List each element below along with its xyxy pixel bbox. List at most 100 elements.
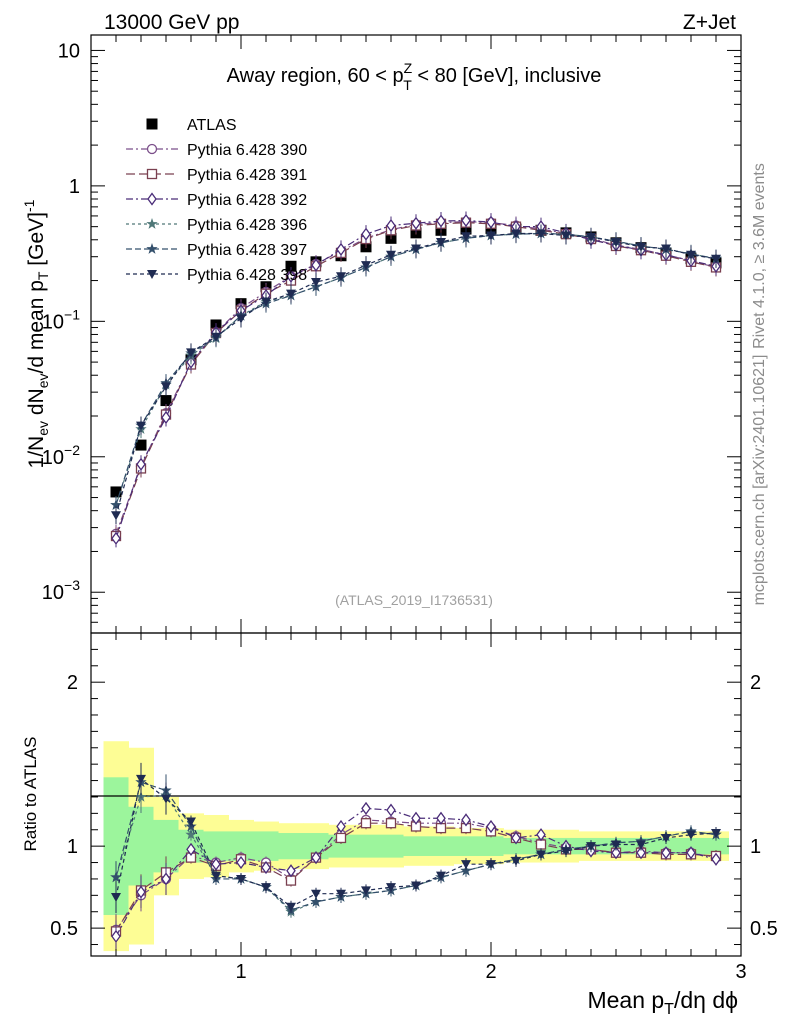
ratio-x-ticks: 1 2 3 xyxy=(90,633,747,983)
data-point xyxy=(511,229,521,239)
legend-marker xyxy=(147,270,157,279)
legend-marker xyxy=(146,168,158,180)
data-point xyxy=(486,231,496,241)
ratio-y-tick-label: 0.5 xyxy=(50,918,78,940)
x-tick-label: 2 xyxy=(485,961,496,983)
series-pythia-6-428-390 xyxy=(110,212,722,543)
ratio-point xyxy=(186,842,196,857)
ratio-point xyxy=(261,883,271,893)
data-point xyxy=(286,289,296,299)
ratio-panel: 0.5 0.5 1 1 2 2 1 2 3 Ratio to ATLAS Mean pT/dη… xyxy=(21,632,778,1018)
data-point xyxy=(436,238,446,248)
side-mcplots-label: mcplots.cern.ch [arXiv:2401.10621] xyxy=(751,355,768,606)
stat-uncertainty-band xyxy=(378,834,404,858)
x-tick-label: 1 xyxy=(235,961,246,983)
analysis-id: (ATLAS_2019_I1736531) xyxy=(335,592,493,608)
legend-marker xyxy=(146,243,158,254)
ratio-point xyxy=(486,860,496,870)
ratio-point xyxy=(611,846,621,860)
ratio-point xyxy=(536,850,546,860)
ratio-point xyxy=(636,840,646,850)
legend-marker xyxy=(146,218,158,229)
ratio-point xyxy=(436,871,446,881)
data-point xyxy=(386,250,396,260)
data-point xyxy=(361,227,371,241)
data-point xyxy=(661,244,671,254)
x-axis-label: Mean pT/dη dϕ xyxy=(587,987,738,1018)
ratio-point xyxy=(336,819,346,834)
data-point xyxy=(336,272,346,282)
ratio-point xyxy=(311,851,321,865)
ratio-y-axis-label: Ratio to ATLAS xyxy=(21,737,40,852)
ratio-point xyxy=(686,830,696,840)
legend-entry-pythia-6-428-398: Pythia 6.428 398 xyxy=(126,267,307,284)
main-y-ticks: 10−3 10−2 10−1 1 10 xyxy=(42,40,741,634)
ratio-point xyxy=(711,852,721,866)
series-pythia-6-428-391 xyxy=(110,213,722,546)
stat-uncertainty-band xyxy=(478,836,504,856)
y-tick-label: 10−1 xyxy=(42,306,80,333)
data-point xyxy=(111,531,121,545)
data-point xyxy=(461,232,471,242)
ratio-point xyxy=(511,856,521,866)
ratio-point xyxy=(561,847,571,857)
ratio-point xyxy=(436,811,446,825)
ratio-point xyxy=(236,874,246,884)
energy-label: 13000 GeV pp xyxy=(104,11,239,34)
ratio-point xyxy=(461,860,471,870)
ratio-point xyxy=(111,892,121,902)
stat-uncertainty-band xyxy=(403,836,429,856)
legend-label: Pythia 6.428 397 xyxy=(187,242,307,259)
plot-title: Away region, 60 < pZ T < 80 [GeV], inclus… xyxy=(227,60,602,93)
y-tick-label: 1 xyxy=(69,176,80,198)
y-tick-label: 10−3 xyxy=(42,577,80,604)
legend-entry-atlas: ATLAS xyxy=(146,117,237,134)
data-point xyxy=(135,439,147,451)
x-tick-label: 3 xyxy=(735,961,746,983)
ratio-point xyxy=(110,871,122,883)
stat-uncertainty-band xyxy=(253,831,279,861)
ratio-series-layer xyxy=(110,762,722,953)
data-point xyxy=(161,382,171,392)
ratio-frame xyxy=(90,632,742,957)
ratio-point xyxy=(136,885,146,899)
legend-label: ATLAS xyxy=(187,117,237,134)
series-pythia-6-428-398 xyxy=(111,224,721,525)
legend-marker xyxy=(146,118,158,130)
data-point xyxy=(711,254,721,264)
ratio-y-tick-label: 1 xyxy=(67,836,78,858)
ratio-point xyxy=(361,801,371,816)
data-point xyxy=(411,244,421,254)
ratio-y-tick-label-right: 1 xyxy=(750,836,761,858)
ratio-point xyxy=(111,929,121,943)
ratio-point xyxy=(335,832,347,844)
legend-label: Pythia 6.428 391 xyxy=(187,167,307,184)
ratio-point xyxy=(411,811,421,825)
data-point xyxy=(586,232,596,242)
main-y-axis-label: 1/Nev dNev/d mean pT [GeV]-1 xyxy=(21,199,51,468)
data-point xyxy=(561,231,571,241)
ratio-point xyxy=(310,895,322,907)
ratio-point xyxy=(486,819,496,834)
ratio-point xyxy=(285,875,297,886)
stat-uncertainty-band xyxy=(678,837,704,855)
ratio-point xyxy=(185,828,197,840)
main-panel: 10−3 10−2 10−1 1 10 Away region, 60 < pZ T < … xyxy=(21,34,742,634)
legend-label: Pythia 6.428 396 xyxy=(187,217,307,234)
ratio-point xyxy=(211,871,221,881)
ratio-point xyxy=(536,828,546,842)
data-point xyxy=(161,410,171,425)
ratio-series-pythia-6-428-398 xyxy=(111,762,721,913)
ratio-point xyxy=(535,839,547,850)
ratio-point xyxy=(435,822,447,834)
data-point xyxy=(311,278,321,288)
data-point xyxy=(311,258,321,272)
stat-uncertainty-band xyxy=(703,837,729,855)
data-point xyxy=(261,297,271,307)
stat-uncertainty-band xyxy=(428,836,454,856)
data-point xyxy=(436,214,446,228)
ratio-point xyxy=(286,864,296,878)
ratio-point xyxy=(661,846,671,860)
ratio-point xyxy=(611,840,621,850)
